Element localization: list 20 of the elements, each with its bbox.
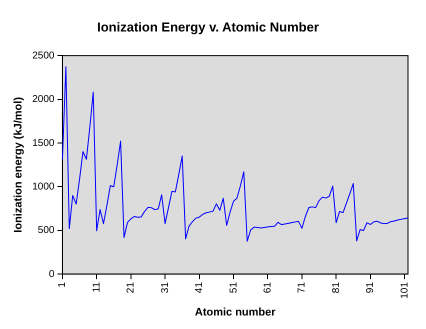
x-tick-label: 101 bbox=[399, 282, 410, 299]
x-tick-label: 1 bbox=[57, 282, 68, 288]
y-tick-label: 0 bbox=[48, 268, 55, 280]
x-tick-label: 61 bbox=[262, 282, 274, 294]
y-axis-title: Ionization energy (kJ/mol) bbox=[12, 96, 25, 233]
x-tick-label: 21 bbox=[126, 282, 137, 294]
y-tick-label: 500 bbox=[38, 225, 55, 236]
y-tick-label: 2500 bbox=[32, 50, 55, 62]
x-tick-label: 31 bbox=[160, 282, 171, 294]
x-axis-title: Atomic number bbox=[194, 306, 276, 318]
x-tick-label: 41 bbox=[194, 282, 206, 294]
chart-title: Ionization Energy v. Atomic Number bbox=[97, 19, 319, 34]
x-tick-label: 11 bbox=[91, 282, 102, 293]
x-tick-label: 91 bbox=[365, 282, 376, 294]
x-tick-label: 51 bbox=[228, 282, 240, 294]
y-tick-label: 2000 bbox=[32, 94, 55, 106]
x-tick-label: 71 bbox=[296, 282, 308, 294]
y-tick-label: 1500 bbox=[32, 138, 55, 149]
x-tick-label: 81 bbox=[330, 282, 342, 294]
y-tick-label: 1000 bbox=[32, 181, 55, 192]
